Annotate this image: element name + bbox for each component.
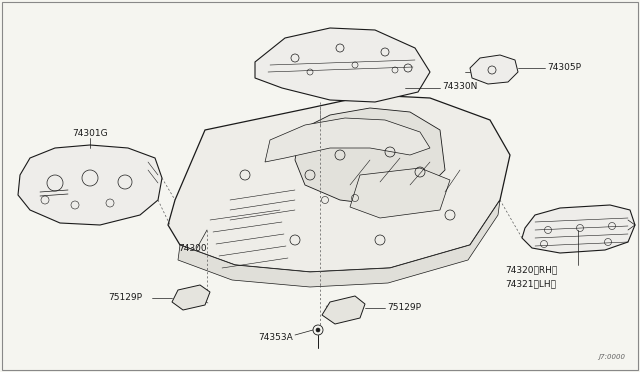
Text: 74300: 74300 bbox=[178, 244, 207, 253]
Text: 75129P: 75129P bbox=[387, 304, 421, 312]
Polygon shape bbox=[18, 145, 162, 225]
Text: 74353A: 74353A bbox=[258, 334, 292, 343]
Polygon shape bbox=[322, 296, 365, 324]
Polygon shape bbox=[295, 108, 445, 205]
Polygon shape bbox=[522, 205, 635, 253]
Text: 74301G: 74301G bbox=[72, 128, 108, 138]
Polygon shape bbox=[350, 168, 450, 218]
Text: 74305P: 74305P bbox=[547, 62, 581, 71]
Text: 75129P: 75129P bbox=[108, 294, 142, 302]
Text: 74320〈RH〉: 74320〈RH〉 bbox=[505, 266, 557, 275]
Polygon shape bbox=[172, 285, 210, 310]
Polygon shape bbox=[178, 200, 500, 287]
Circle shape bbox=[316, 328, 320, 332]
Text: 74321〈LH〉: 74321〈LH〉 bbox=[505, 279, 556, 289]
Polygon shape bbox=[265, 118, 430, 162]
Text: J7:0000: J7:0000 bbox=[598, 354, 625, 360]
Text: 74330N: 74330N bbox=[442, 81, 477, 90]
Polygon shape bbox=[168, 95, 510, 272]
Polygon shape bbox=[470, 55, 518, 84]
Polygon shape bbox=[255, 28, 430, 102]
